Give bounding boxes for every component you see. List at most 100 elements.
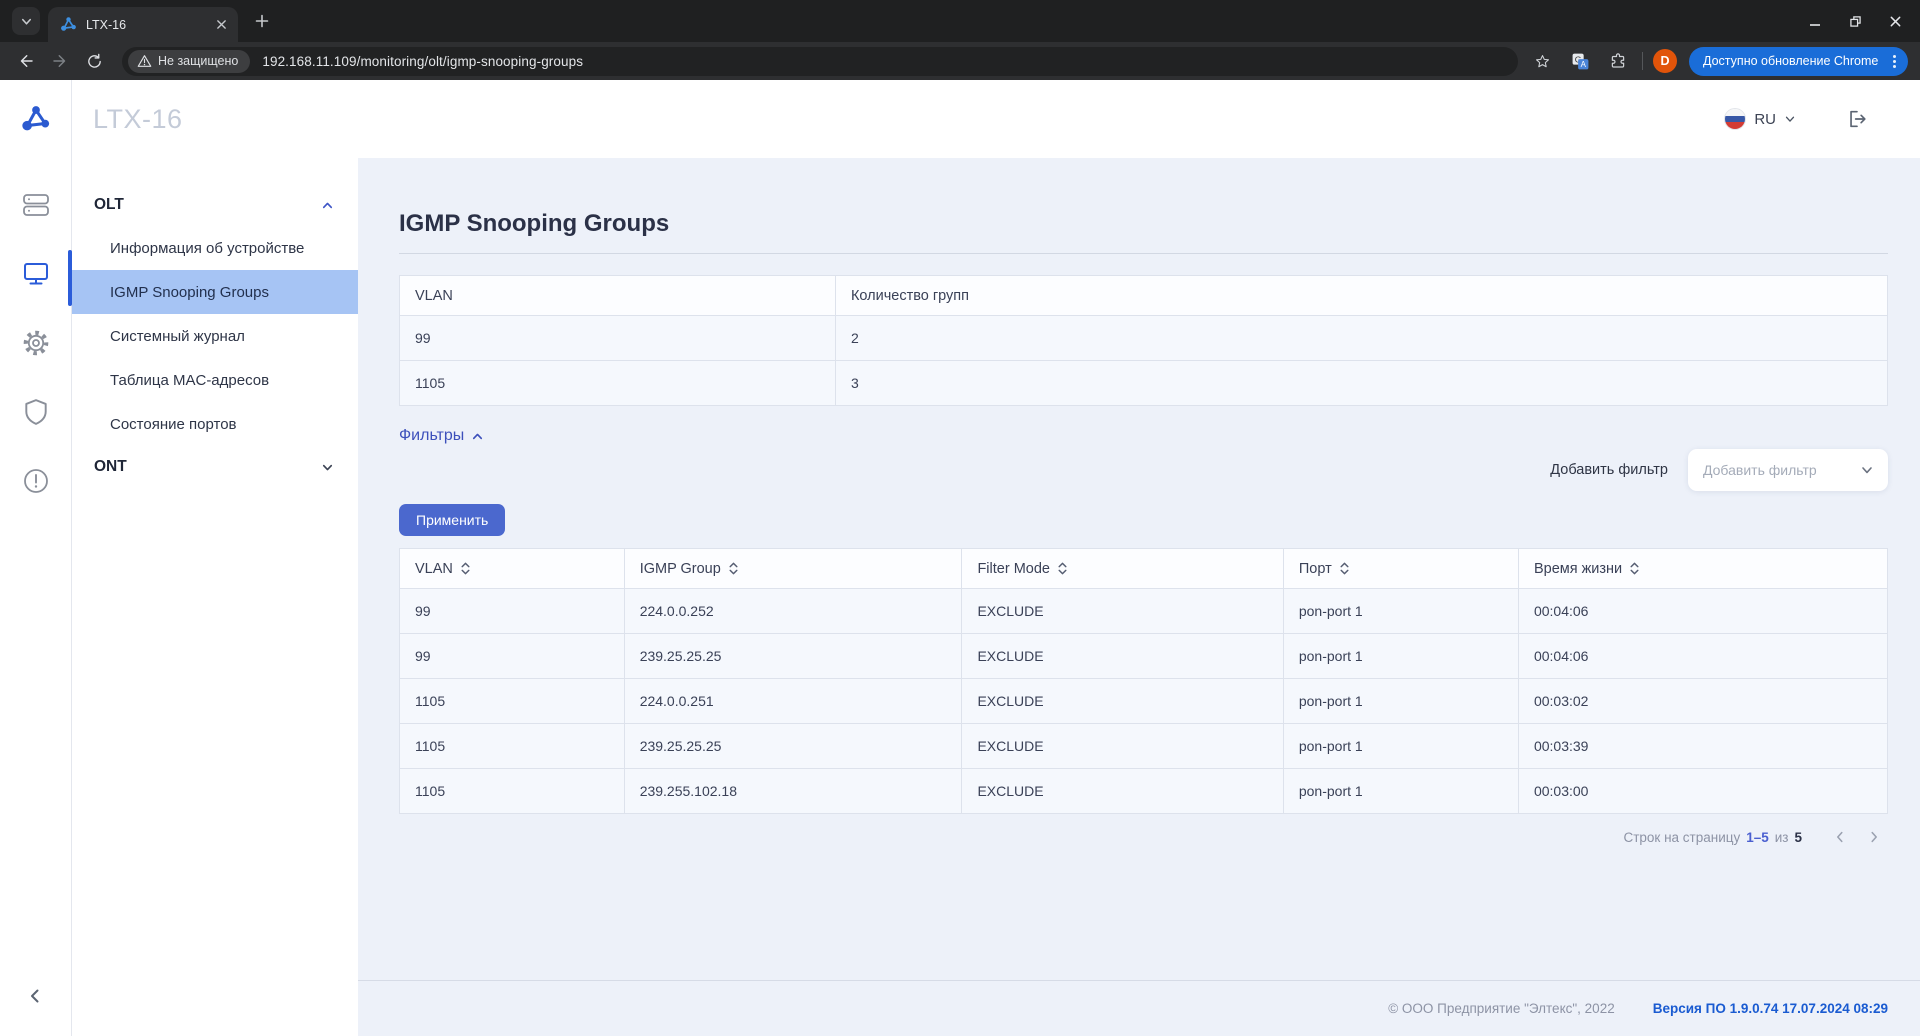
cell-lifetime: 00:04:06 [1517,588,1889,634]
tab-search-button[interactable] [12,7,40,35]
chevron-down-icon [1785,116,1795,122]
chevron-up-icon [322,202,333,208]
window-restore-button[interactable] [1838,6,1872,36]
cell-lifetime: 00:03:39 [1517,723,1889,769]
col-lifetime-label: Время жизни [1533,560,1623,577]
pagination-of-label: из [1774,829,1789,845]
sidebar-item-igmp-snooping-groups[interactable]: IGMP Snooping Groups [72,270,358,314]
rail-settings-icon[interactable] [21,328,51,358]
cell-igmp-group: 239.25.25.25 [623,633,963,679]
warning-icon [137,55,152,67]
page-title: IGMP Snooping Groups [399,210,1888,254]
svg-text:G: G [1574,54,1581,64]
tab-close-icon[interactable] [212,16,230,34]
logout-button[interactable] [1842,104,1872,134]
firmware-version-link[interactable]: Версия ПО 1.9.0.74 17.07.2024 08:29 [1652,1001,1888,1016]
sort-icon [1340,562,1349,575]
sidebar-group-olt[interactable]: OLT [72,184,358,226]
rail-monitoring-icon[interactable] [21,259,51,289]
summary-col-vlan: VLAN [399,275,836,316]
back-button[interactable] [12,47,40,75]
forward-arrow-icon [53,55,66,67]
table-row: 99 2 [399,315,1889,361]
chrome-update-button[interactable]: Доступно обновление Chrome [1689,46,1909,76]
cell-port: pon-port 1 [1282,723,1519,769]
cell-filter-mode: EXCLUDE [961,588,1284,634]
apply-button[interactable]: Применить [399,504,506,536]
cell-vlan: 99 [399,315,836,361]
cell-lifetime: 00:03:00 [1517,768,1889,814]
pagination-next-button[interactable] [1860,823,1888,851]
browser-toolbar: Не защищено 192.168.11.109/monitoring/ol… [0,42,1920,80]
sidebar-group-olt-label: OLT [94,196,124,213]
chevron-up-icon [473,433,483,439]
new-tab-button[interactable] [248,7,276,35]
rail-security-icon[interactable] [21,397,51,427]
cell-lifetime: 00:03:02 [1517,678,1889,724]
sidebar-collapse-button[interactable] [21,982,49,1010]
rail-devices-icon[interactable] [21,190,51,220]
table-row: 1105 239.25.25.25 EXCLUDE pon-port 1 00:… [399,723,1889,769]
copyright-text: © ООО Предприятие "Элтекс", 2022 [1388,1001,1615,1016]
icon-rail [0,158,72,1036]
col-filter-mode[interactable]: Filter Mode [961,548,1284,589]
bookmark-star-icon[interactable] [1528,47,1556,75]
pagination-range: 1–5 [1746,829,1769,845]
profile-avatar[interactable]: D [1653,49,1677,73]
active-rail-indicator [68,250,72,306]
sidebar-item-port-state[interactable]: Состояние портов [110,415,237,433]
cell-igmp-group: 224.0.0.252 [623,588,963,634]
vlan-summary-table: VLAN Количество групп 99 2 1105 3 [399,275,1889,406]
url-text: 192.168.11.109/monitoring/olt/igmp-snoop… [262,53,584,69]
sort-icon [729,562,738,575]
table-row: 1105 3 [399,360,1889,406]
header-actions: RU [1724,104,1920,134]
security-badge[interactable]: Не защищено [128,49,251,73]
col-igmp-group[interactable]: IGMP Group [623,548,963,589]
forward-button[interactable] [46,47,74,75]
cell-igmp-group: 224.0.0.251 [623,678,963,724]
page-footer: © ООО Предприятие "Элтекс", 2022 Версия … [358,980,1920,1036]
cell-port: pon-port 1 [1282,768,1519,814]
cell-filter-mode: EXCLUDE [961,633,1284,679]
extensions-icon[interactable] [1604,47,1632,75]
cell-group-count: 2 [834,315,1889,361]
browser-menu-icon[interactable] [1886,53,1902,69]
language-selector[interactable]: RU [1724,108,1796,130]
cell-filter-mode: EXCLUDE [961,678,1284,724]
window-close-button[interactable] [1878,6,1912,36]
col-vlan[interactable]: VLAN [399,548,625,589]
sidebar-group-ont[interactable]: ONT [72,446,358,488]
col-port[interactable]: Порт [1282,548,1519,589]
eltex-logo [0,80,72,158]
window-minimize-button[interactable] [1798,6,1832,36]
language-label: RU [1754,110,1776,128]
cell-group-count: 3 [834,360,1889,406]
sidebar-item-device-info[interactable]: Информация об устройстве [110,239,305,257]
tab-strip: LTX-16 [0,0,1920,42]
pagination: Строк на страницу 1–5 из 5 [399,823,1888,851]
reload-button[interactable] [80,47,108,75]
browser-tab[interactable]: LTX-16 [48,7,238,42]
cell-filter-mode: EXCLUDE [961,768,1284,814]
sidebar-item-mac-table[interactable]: Таблица MAC-адресов [110,371,270,389]
table-row: 99 224.0.0.252 EXCLUDE pon-port 1 00:04:… [399,588,1889,634]
sidebar-item-system-log[interactable]: Системный журнал [110,327,245,345]
rail-alerts-icon[interactable] [21,466,51,496]
col-lifetime[interactable]: Время жизни [1517,548,1889,589]
cell-lifetime: 00:04:06 [1517,633,1889,679]
filters-toggle-label: Фильтры [399,427,465,444]
cell-vlan: 1105 [399,678,625,724]
logout-icon [1850,110,1866,128]
table-row: 1105 239.255.102.18 EXCLUDE pon-port 1 0… [399,768,1889,814]
filters-toggle[interactable]: Фильтры [399,427,484,445]
address-bar[interactable]: Не защищено 192.168.11.109/monitoring/ol… [122,46,1518,76]
pagination-prev-button[interactable] [1826,823,1854,851]
add-filter-select[interactable]: Добавить фильтр [1688,449,1888,491]
col-vlan-label: VLAN [415,560,453,577]
main-row: OLT Информация об устройстве IGMP Snoopi… [0,158,1920,1036]
window-controls [1798,0,1912,42]
cell-vlan: 99 [399,588,625,634]
